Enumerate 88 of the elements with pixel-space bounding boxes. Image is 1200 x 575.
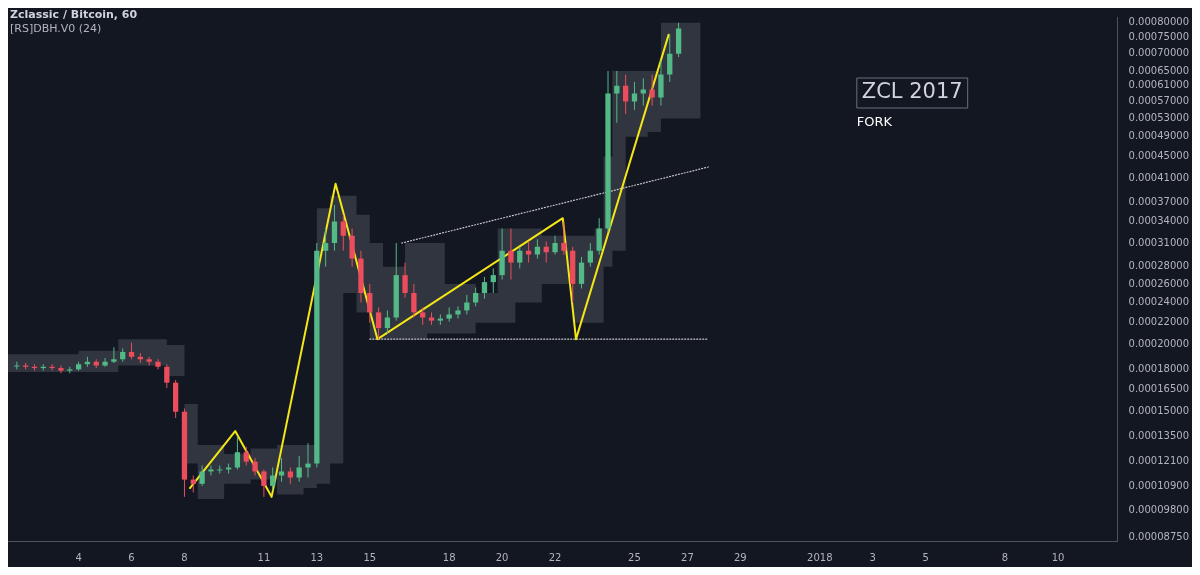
y-tick-label: 0.00065000 [1128, 64, 1190, 76]
candlestick [331, 204, 338, 252]
candlestick [375, 306, 382, 340]
y-tick-label: 0.00075000 [1128, 31, 1190, 43]
candlestick [455, 305, 461, 320]
y-tick-label: 0.00010900 [1128, 479, 1190, 491]
y-tick-label: 0.00031000 [1128, 236, 1190, 248]
candlestick [349, 228, 355, 268]
y-tick-label: 0.00080000 [1128, 16, 1190, 28]
annotation: FORK [856, 113, 893, 129]
candlestick [534, 238, 541, 260]
y-tick-label: 0.00018000 [1128, 362, 1190, 374]
candlestick [164, 363, 170, 389]
candlestick [252, 457, 258, 476]
x-tick-label: 29 [733, 551, 747, 563]
candlestick [155, 358, 161, 370]
candlestick [234, 435, 241, 470]
candlestick [508, 228, 514, 280]
candlestick [261, 468, 267, 498]
text: [RS]DBH.V0 (24) [10, 22, 102, 36]
x-tick-label: 11 [257, 551, 271, 563]
y-tick-label: 0.00070000 [1128, 47, 1190, 59]
candlestick [323, 228, 329, 268]
candlestick [102, 357, 108, 368]
x-tick-label: 15 [363, 551, 377, 563]
y-tick-label: 0.00028000 [1128, 260, 1190, 272]
candlestick [58, 365, 64, 374]
candlestick [296, 455, 302, 483]
y-tick-label: 0.00020000 [1128, 338, 1190, 350]
candlestick [208, 465, 214, 476]
candlestick [270, 466, 276, 491]
candlestick [367, 283, 373, 324]
chart-title: Zclassic / Bitcoin, 60 [10, 8, 138, 22]
candlestick [490, 267, 496, 294]
candlestick [411, 283, 417, 319]
x-tick-label: 3 [869, 551, 876, 563]
y-tick-label: 0.00053000 [1128, 112, 1190, 124]
candlestick [473, 287, 479, 307]
y-tick-label: 0.00057000 [1128, 95, 1190, 107]
x-tick-label: 25 [628, 551, 641, 563]
candlestick [481, 276, 488, 300]
y-tick-label: 0.00024000 [1128, 296, 1190, 308]
x-tick-label: 4 [75, 551, 82, 563]
candlestick [517, 246, 523, 269]
y-tick-label: 0.00041000 [1128, 171, 1190, 183]
candlestick [658, 60, 664, 107]
y-tick-label: 0.00012100 [1128, 455, 1190, 467]
x-tick-label: 18 [442, 551, 456, 563]
y-tick-label: 0.00015000 [1128, 405, 1190, 417]
candlestick [561, 221, 567, 256]
annotation: ZCL 2017 [861, 78, 963, 103]
candlestick [596, 217, 602, 256]
x-tick-label: 8 [181, 551, 188, 563]
candlestick [199, 465, 205, 487]
candlestick [667, 34, 673, 83]
candlestick [578, 256, 585, 289]
y-tick-label: 0.00022000 [1128, 316, 1190, 328]
x-tick-label: 2018 [807, 551, 833, 563]
y-tick-label: 0.00013500 [1128, 429, 1190, 441]
y-tick-label: 0.00045000 [1128, 150, 1190, 162]
x-tick-label: 20 [495, 551, 509, 563]
candlestick [437, 313, 443, 326]
x-tick-label: 8 [1001, 551, 1009, 563]
y-tick-label: 0.00026000 [1128, 277, 1190, 289]
x-tick-label: 6 [128, 551, 135, 563]
candlestick [111, 346, 117, 364]
y-tick-label: 0.00061000 [1128, 79, 1190, 91]
x-tick-label: 13 [310, 551, 324, 563]
candlestick [340, 214, 346, 252]
candlestick [587, 242, 593, 268]
y-tick-label: 0.00034000 [1128, 215, 1190, 227]
x-tick-label: 10 [1051, 551, 1065, 563]
y-tick-label: 0.00049000 [1128, 130, 1190, 142]
candlestick [402, 262, 408, 299]
candlestick [525, 241, 532, 264]
candlestick [243, 446, 249, 467]
y-tick-label: 0.00008750 [1128, 530, 1190, 542]
candlestick [278, 457, 285, 483]
y-tick-label: 0.00009800 [1128, 504, 1190, 516]
x-tick-label: 27 [681, 551, 694, 563]
candlestick [623, 74, 629, 115]
candlestick [631, 81, 638, 111]
candlestick [552, 235, 558, 256]
x-tick-label: 22 [548, 551, 562, 563]
y-tick-label: 0.00037000 [1128, 195, 1190, 207]
x-tick-label: 5 [922, 551, 929, 563]
candlestick [649, 74, 655, 107]
y-tick-label: 0.00016500 [1128, 383, 1190, 395]
